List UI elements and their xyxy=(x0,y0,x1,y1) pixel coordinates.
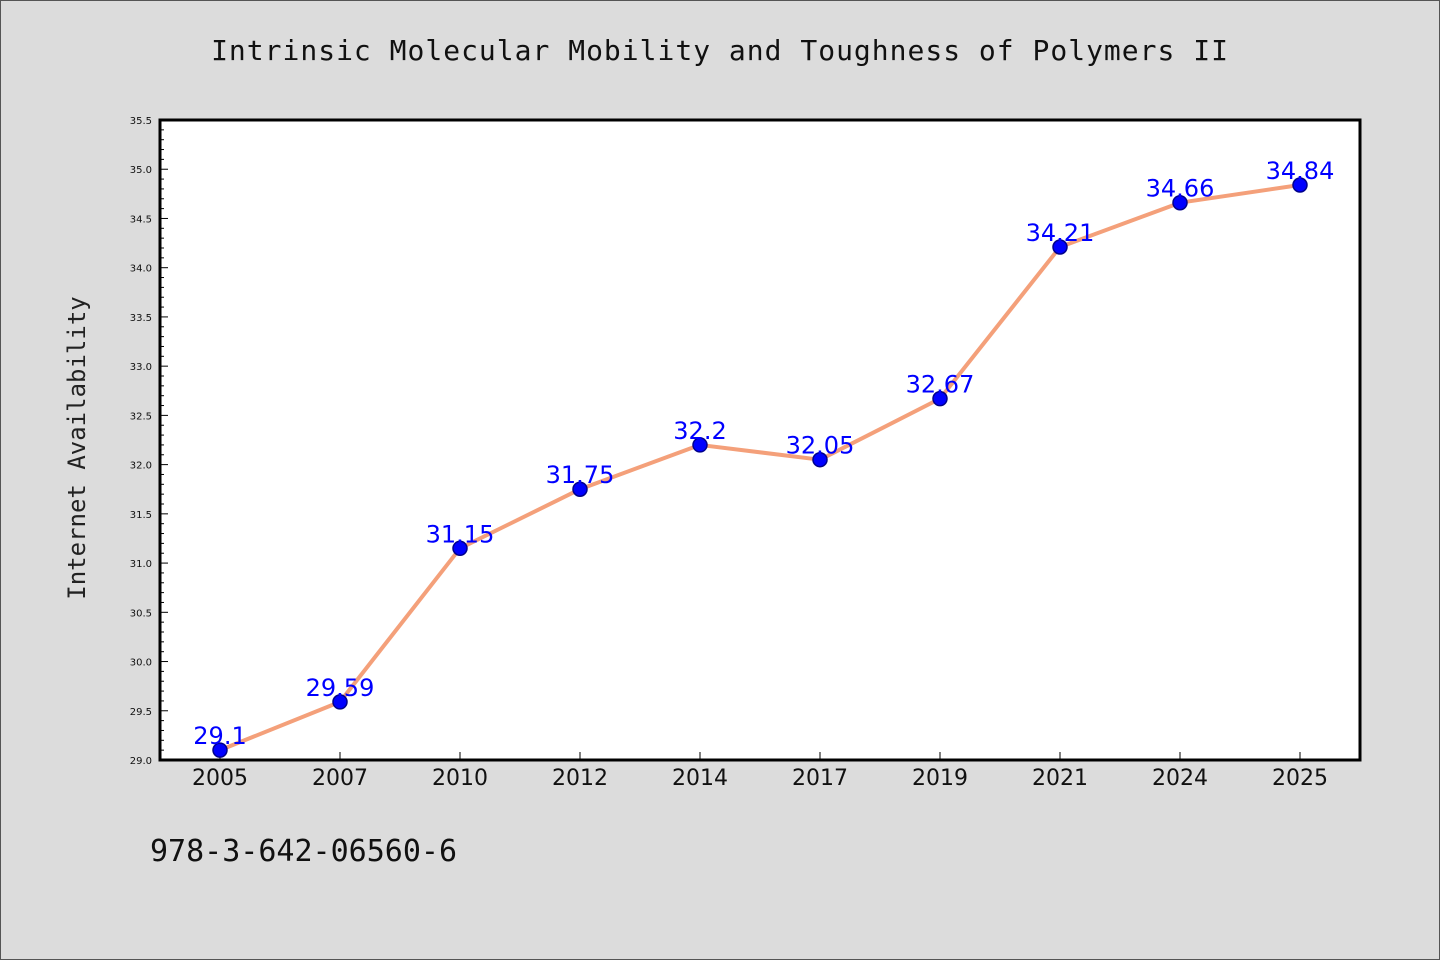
x-tick-label: 2025 xyxy=(1272,766,1328,791)
y-tick-label: 33.5 xyxy=(130,313,152,324)
data-point xyxy=(1292,177,1308,193)
x-tick-label: 2024 xyxy=(1152,766,1208,791)
x-axis-ticks: 2005 2007 2010 2012 2014 2017 2019 2021 2024 2025 xyxy=(192,752,1328,791)
y-tick-label: 29.0 xyxy=(130,756,152,767)
data-point xyxy=(1172,194,1188,211)
y-tick-label: 32.5 xyxy=(130,411,152,422)
y-tick-label: 33.0 xyxy=(130,362,152,373)
data-point xyxy=(932,390,948,407)
data-point xyxy=(1052,239,1068,255)
data-point xyxy=(452,540,468,557)
x-tick-label: 2014 xyxy=(672,766,728,791)
series-layer xyxy=(212,177,1308,758)
y-tick-label: 30.5 xyxy=(130,608,152,619)
x-tick-label: 2007 xyxy=(312,766,368,791)
data-point xyxy=(812,451,828,468)
data-label: 29.1 xyxy=(193,722,246,750)
data-point xyxy=(212,742,228,758)
y-tick-label: 30.0 xyxy=(130,658,152,669)
data-label-layer: 29.1 29.59 31.15 31.75 32.2 32.05 32.67 34.21 34… xyxy=(193,157,1334,750)
data-point xyxy=(572,481,588,497)
y-tick-label: 34.5 xyxy=(130,214,152,225)
isbn-text: 978-3-642-06560-6 xyxy=(150,834,458,869)
y-tick-label: 31.5 xyxy=(130,510,152,521)
data-label: 34.66 xyxy=(1146,175,1215,203)
x-tick-label: 2010 xyxy=(432,766,488,791)
data-label: 34.21 xyxy=(1026,219,1095,247)
y-axis-ticks: 29.0 29.5 30.0 30.5 31.0 31.5 32.0 32.5 33.0 33.5… xyxy=(130,116,168,767)
y-tick-label: 35.5 xyxy=(130,116,152,127)
x-tick-label: 2005 xyxy=(192,766,248,791)
x-tick-label: 2021 xyxy=(1032,766,1088,791)
data-label: 32.67 xyxy=(906,371,975,399)
data-label: 32.2 xyxy=(673,417,726,445)
data-label: 32.05 xyxy=(786,432,855,460)
data-label: 31.75 xyxy=(546,461,615,489)
y-tick-label: 32.0 xyxy=(130,461,152,472)
series-line xyxy=(218,182,1302,753)
x-tick-label: 2019 xyxy=(912,766,968,791)
y-tick-label: 35.0 xyxy=(130,165,152,176)
data-point xyxy=(332,694,348,710)
data-point xyxy=(692,437,708,453)
y-tick-label: 34.0 xyxy=(130,264,152,275)
plot-area xyxy=(158,118,1362,762)
data-label: 29.59 xyxy=(306,674,375,702)
x-tick-label: 2012 xyxy=(552,766,608,791)
chart-title: Intrinsic Molecular Mobility and Toughne… xyxy=(211,34,1229,67)
data-label: 31.15 xyxy=(426,520,495,548)
y-tick-label: 31.0 xyxy=(130,559,152,570)
data-label: 34.84 xyxy=(1266,157,1335,185)
x-tick-label: 2017 xyxy=(792,766,848,791)
y-tick-label: 29.5 xyxy=(130,707,152,718)
